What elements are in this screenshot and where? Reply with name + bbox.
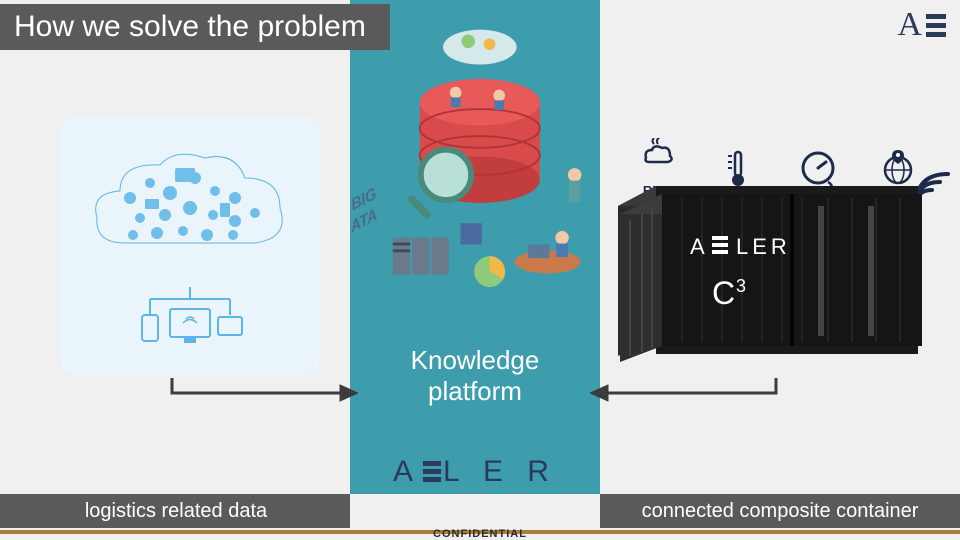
gauge-icon <box>798 148 838 188</box>
arrow-right-icon <box>590 378 780 408</box>
confidential-label: CONFIDENTIAL <box>0 528 960 540</box>
center-label-line1: Knowledge <box>350 345 600 376</box>
devices-icon <box>120 287 260 347</box>
bigdata-graphic: BIG DATA <box>350 20 600 320</box>
slide-title: How we solve the problem <box>0 4 390 50</box>
container-graphic: RFID <box>608 140 948 380</box>
bottom-bar: logistics related data connected composi… <box>0 494 960 528</box>
brand-center: AL E R <box>350 455 600 489</box>
cloud-icon <box>85 143 295 283</box>
bottom-right-label: connected composite container <box>600 494 960 528</box>
svg-text:A: A <box>690 234 709 259</box>
svg-text:LER: LER <box>736 234 791 259</box>
bottom-left-label: logistics related data <box>0 494 352 528</box>
logo-letter: A <box>897 6 922 44</box>
brand-bars-icon <box>423 461 441 482</box>
arrow-left-icon <box>168 378 358 408</box>
center-label-line2: platform <box>350 376 600 407</box>
bottom-center-gap <box>350 494 600 528</box>
shipping-container-icon: A LER C 3 <box>618 186 928 366</box>
svg-text:3: 3 <box>736 276 746 296</box>
slide: How we solve the problem A <box>0 0 960 540</box>
svg-text:C: C <box>712 275 735 311</box>
thermometer-icon <box>718 148 758 188</box>
brand-logo: A <box>897 6 946 44</box>
logo-bars-icon <box>926 14 946 37</box>
cloud-data-graphic <box>60 115 320 375</box>
center-label: Knowledge platform <box>350 345 600 407</box>
